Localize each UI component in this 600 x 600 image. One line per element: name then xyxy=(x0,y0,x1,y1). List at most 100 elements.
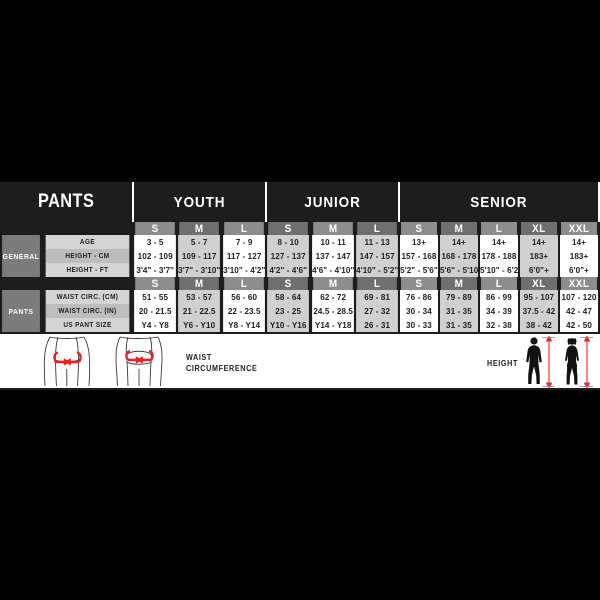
group-header-row: PANTS YOUTH JUNIOR SENIOR xyxy=(0,182,599,222)
waist-label-line2: CIRCUMFERENCE xyxy=(186,364,258,373)
table-row: WAIST CIRC. (IN) 20 - 21.5 21 - 22.5 22 … xyxy=(0,304,599,318)
row-label-waist-in: WAIST CIRC. (IN) xyxy=(45,304,130,318)
waist-label-line1: WAIST xyxy=(186,353,212,362)
cell-heightcm-senior-xl: 183+ xyxy=(520,249,558,263)
size2-senior-l: L xyxy=(481,277,518,290)
cell-waistin-senior-xl: 37.5 - 42 xyxy=(520,304,558,318)
size2-junior-s: S xyxy=(268,277,309,290)
cell-heightft-senior-xl: 6'0"+ xyxy=(520,263,558,277)
row-label-height-cm: HEIGHT - CM xyxy=(45,249,130,263)
cell-age-senior-s: 13+ xyxy=(400,235,439,249)
cell-waistin-senior-xxl: 42 - 47 xyxy=(559,304,598,318)
table-row: HEIGHT - CM 102 - 109 109 - 117 117 - 12… xyxy=(0,249,599,263)
cell-uspant-youth-s: Y4 - Y8 xyxy=(134,318,177,332)
cell-uspant-junior-s: Y10 - Y16 xyxy=(267,318,310,332)
size-header-row-pants: S M L S M L S M L XL XXL xyxy=(0,277,599,290)
cell-waistcm-senior-s: 76 - 86 xyxy=(400,290,439,304)
waist-measurement-label: WAIST CIRCUMFERENCE xyxy=(186,352,257,374)
size-youth-l: L xyxy=(224,222,264,235)
cell-waistcm-youth-s: 51 - 55 xyxy=(134,290,177,304)
cell-heightft-senior-xxl: 6'0"+ xyxy=(559,263,598,277)
cell-heightft-youth-m: 3'7" - 3'10" xyxy=(178,263,221,277)
size-senior-s: S xyxy=(401,222,438,235)
height-measurement-label: HEIGHT xyxy=(487,359,518,368)
cell-age-senior-l: 14+ xyxy=(480,235,519,249)
cell-heightcm-youth-l: 117 - 127 xyxy=(222,249,266,263)
cell-waistin-junior-s: 23 - 25 xyxy=(267,304,310,318)
cell-waistcm-senior-xxl: 107 - 120 xyxy=(559,290,598,304)
spacer-cell xyxy=(0,222,43,235)
cell-waistin-junior-m: 24.5 - 28.5 xyxy=(311,304,354,318)
size-junior-s: S xyxy=(268,222,309,235)
size-header-row-general: S M L S M L S M L XL XXL xyxy=(0,222,599,235)
cell-waistin-youth-l: 22 - 23.5 xyxy=(222,304,266,318)
height-male-figure-icon xyxy=(526,335,555,388)
size2-senior-s: S xyxy=(401,277,438,290)
spacer-cell xyxy=(42,222,134,235)
cell-heightcm-youth-m: 109 - 117 xyxy=(178,249,221,263)
cell-heightcm-junior-m: 137 - 147 xyxy=(311,249,354,263)
sizing-table: PANTS YOUTH JUNIOR SENIOR S M L S M L S … xyxy=(0,182,600,332)
cell-age-youth-l: 7 - 9 xyxy=(222,235,266,249)
cell-waistin-youth-s: 20 - 21.5 xyxy=(134,304,177,318)
size-senior-xxl: XXL xyxy=(560,222,597,235)
cell-heightcm-senior-s: 157 - 168 xyxy=(400,249,439,263)
brand-title: PANTS xyxy=(9,182,124,222)
group-header-senior: SENIOR xyxy=(408,182,590,222)
row-label-waist-cm: WAIST CIRC. (CM) xyxy=(45,290,130,304)
cell-age-senior-xl: 14+ xyxy=(520,235,558,249)
waist-front-figure-icon xyxy=(43,336,91,387)
cell-uspant-senior-l: 32 - 38 xyxy=(480,318,519,332)
table-row: US PANT SIZE Y4 - Y8 Y6 - Y10 Y8 - Y14 Y… xyxy=(0,318,599,332)
cell-heightft-senior-s: 5'2" - 5'6" xyxy=(400,263,439,277)
sizing-chart: PANTS YOUTH JUNIOR SENIOR S M L S M L S … xyxy=(0,182,600,403)
cell-waistin-senior-l: 34 - 39 xyxy=(480,304,519,318)
size-youth-s: S xyxy=(135,222,176,235)
cell-waistin-senior-m: 31 - 35 xyxy=(440,304,479,318)
size-senior-m: M xyxy=(441,222,478,235)
size2-youth-m: M xyxy=(179,277,220,290)
row-label-us-pant-size: US PANT SIZE xyxy=(45,318,130,332)
size2-junior-m: M xyxy=(312,277,353,290)
row-label-height-ft: HEIGHT - FT xyxy=(45,263,130,277)
size2-youth-s: S xyxy=(135,277,176,290)
cell-heightft-senior-m: 5'6" - 5'10" xyxy=(440,263,479,277)
cell-uspant-senior-s: 30 - 33 xyxy=(400,318,439,332)
group-header-youth: YOUTH xyxy=(138,182,261,222)
cell-waistin-senior-s: 30 - 34 xyxy=(400,304,439,318)
category-label-general: GENERAL xyxy=(2,235,41,277)
size2-senior-m: M xyxy=(441,277,478,290)
size2-senior-xl: XL xyxy=(521,277,557,290)
spacer-cell xyxy=(0,277,43,290)
cell-age-junior-s: 8 - 10 xyxy=(267,235,310,249)
cell-waistin-junior-l: 27 - 32 xyxy=(356,304,399,318)
cell-age-senior-m: 14+ xyxy=(440,235,479,249)
row-label-age: AGE xyxy=(45,235,130,249)
cell-uspant-youth-l: Y8 - Y14 xyxy=(222,318,266,332)
cell-age-senior-xxl: 14+ xyxy=(559,235,598,249)
cell-heightcm-senior-xxl: 183+ xyxy=(559,249,598,263)
cell-waistcm-junior-s: 58 - 64 xyxy=(267,290,310,304)
cell-heightft-youth-s: 3'4" - 3'7" xyxy=(134,263,177,277)
cell-waistin-youth-m: 21 - 22.5 xyxy=(178,304,221,318)
table-row: GENERAL AGE 3 - 5 5 - 7 7 - 9 8 - 10 10 … xyxy=(0,235,599,277)
cell-waistcm-junior-l: 69 - 81 xyxy=(356,290,399,304)
cell-uspant-youth-m: Y6 - Y10 xyxy=(178,318,221,332)
spacer-cell xyxy=(42,277,134,290)
cell-heightcm-senior-l: 178 - 188 xyxy=(480,249,519,263)
cell-waistcm-senior-l: 86 - 99 xyxy=(480,290,519,304)
cell-waistcm-youth-l: 56 - 60 xyxy=(222,290,266,304)
size2-youth-l: L xyxy=(224,277,264,290)
height-female-figure-icon xyxy=(565,335,593,388)
cell-waistcm-senior-m: 79 - 89 xyxy=(440,290,479,304)
cell-heightcm-junior-l: 147 - 157 xyxy=(356,249,399,263)
cell-uspant-junior-l: 26 - 31 xyxy=(356,318,399,332)
cell-age-youth-s: 3 - 5 xyxy=(134,235,177,249)
cell-heightcm-senior-m: 168 - 178 xyxy=(440,249,479,263)
cell-age-youth-m: 5 - 7 xyxy=(178,235,221,249)
cell-heightcm-youth-s: 102 - 109 xyxy=(134,249,177,263)
group-header-junior: JUNIOR xyxy=(271,182,394,222)
table-row: HEIGHT - FT 3'4" - 3'7" 3'7" - 3'10" 3'1… xyxy=(0,263,599,277)
cell-waistcm-junior-m: 62 - 72 xyxy=(311,290,354,304)
size-junior-l: L xyxy=(357,222,398,235)
